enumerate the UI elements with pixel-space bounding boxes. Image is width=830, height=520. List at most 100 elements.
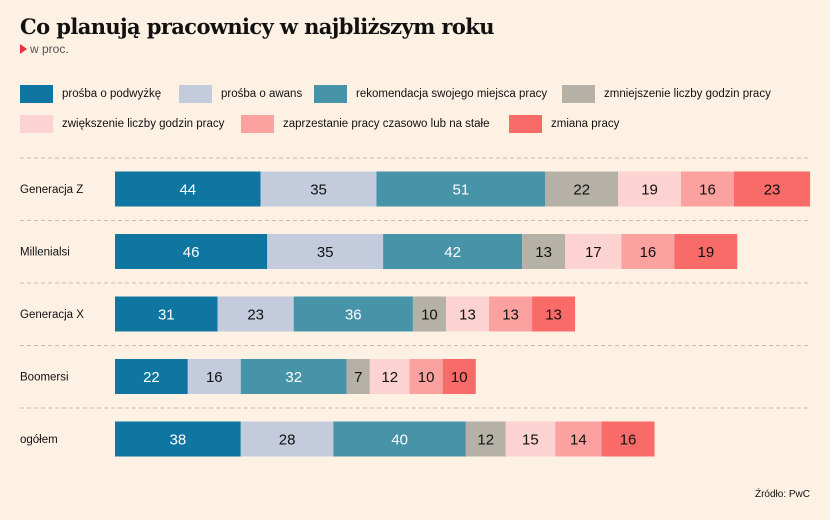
data-label: 13 <box>459 307 476 324</box>
bar-segment <box>442 359 476 394</box>
chart-title: Co planują pracownicy w najbliższym roku <box>20 14 495 39</box>
legend-label: rekomendacja swojego miejsca pracy <box>356 88 548 100</box>
bar-segment <box>217 296 294 332</box>
data-label: 36 <box>345 307 362 324</box>
bar-segment <box>115 421 241 457</box>
legend-label: zwiększenie liczby godzin pracy <box>62 118 225 130</box>
bar-segment <box>733 171 811 207</box>
data-label: 17 <box>585 244 602 261</box>
bar-segment <box>115 171 261 207</box>
legend-label: zaprzestanie pracy czasowo lub na stałe <box>283 118 490 130</box>
data-label: 22 <box>143 369 160 386</box>
data-label: 46 <box>183 244 200 261</box>
bar-segment <box>522 234 566 269</box>
bar-segment <box>465 421 506 457</box>
bar-segment <box>532 296 576 332</box>
bar-segment <box>240 421 334 457</box>
data-label: 19 <box>697 244 714 261</box>
data-label: 22 <box>573 182 590 199</box>
bar-segment <box>409 359 443 394</box>
chart-subtitle: w proc. <box>30 42 69 56</box>
bar-segment <box>412 296 446 332</box>
category-label: Boomersi <box>20 372 69 384</box>
bar-segment <box>681 171 734 207</box>
bar-segment <box>333 421 466 457</box>
triangle-right-icon <box>20 44 27 54</box>
data-label: 15 <box>522 432 539 449</box>
legend-item: zmiana pracy <box>509 115 619 133</box>
legend-item: rekomendacja swojego miejsca pracy <box>314 85 547 103</box>
data-label: 42 <box>444 244 461 261</box>
legend-swatch <box>20 115 53 133</box>
data-label: 10 <box>418 369 435 386</box>
bar-segment <box>260 171 377 207</box>
category-label: Generacja X <box>20 309 84 321</box>
bar-segment <box>601 421 655 457</box>
legend-swatch <box>179 85 212 103</box>
bar-segment <box>115 296 218 332</box>
data-label: 38 <box>170 432 187 449</box>
bar-segment <box>293 296 413 332</box>
legend-swatch <box>509 115 542 133</box>
data-label: 51 <box>453 182 470 199</box>
legend-label: prośba o awans <box>221 88 303 100</box>
legend-item: prośba o podwyżkę <box>20 85 161 103</box>
data-label: 16 <box>620 432 637 449</box>
legend-label: zmniejszenie liczby godzin pracy <box>604 88 771 100</box>
data-label: 35 <box>317 244 334 261</box>
data-label: 23 <box>764 182 781 199</box>
bar-segment <box>376 171 546 207</box>
legend-swatch <box>241 115 274 133</box>
category-label: ogółem <box>20 434 58 446</box>
data-label: 40 <box>391 432 408 449</box>
data-label: 13 <box>502 307 519 324</box>
data-label: 12 <box>381 369 398 386</box>
bar-segment <box>489 296 533 332</box>
data-label: 28 <box>279 432 296 449</box>
data-label: 35 <box>310 182 327 199</box>
bar-segment <box>115 359 188 394</box>
legend-item: zaprzestanie pracy czasowo lub na stałe <box>241 115 489 133</box>
source-note: Źródło: PwC <box>754 489 810 500</box>
data-label: 13 <box>535 244 552 261</box>
data-label: 44 <box>179 182 196 199</box>
data-label: 10 <box>451 369 468 386</box>
bar-segment <box>446 296 490 332</box>
data-label: 23 <box>247 307 264 324</box>
data-label: 32 <box>285 369 302 386</box>
data-label: 12 <box>477 432 494 449</box>
bar-segment <box>267 234 384 269</box>
bar-segment <box>240 359 347 394</box>
legend-label: zmiana pracy <box>551 118 620 130</box>
bar-segment <box>621 234 675 269</box>
stacked-bar-chart: Generacja Z 44 35 51 22 19 16 23 Millenialsi 46 35… <box>20 157 811 457</box>
legend-swatch <box>20 85 53 103</box>
bar-segment <box>187 359 241 394</box>
data-label: 14 <box>570 432 587 449</box>
bar-segment <box>346 359 370 394</box>
bar-segment <box>383 234 523 269</box>
legend-item: zwiększenie liczby godzin pracy <box>20 115 224 133</box>
bar-segment <box>674 234 738 269</box>
bar-segment <box>115 234 268 269</box>
category-label: Millenialsi <box>20 247 70 259</box>
legend-item: zmniejszenie liczby godzin pracy <box>562 85 771 103</box>
bar-segment <box>565 234 622 269</box>
bar-segment <box>555 421 602 457</box>
data-label: 16 <box>206 369 223 386</box>
data-label: 16 <box>640 244 657 261</box>
data-label: 16 <box>699 182 716 199</box>
bar-segment <box>618 171 682 207</box>
data-label: 19 <box>641 182 658 199</box>
subtitle-row: w proc. <box>20 42 69 56</box>
legend-swatch <box>314 85 347 103</box>
legend-item: prośba o awans <box>179 85 302 103</box>
data-label: 10 <box>421 307 438 324</box>
data-label: 31 <box>158 307 175 324</box>
legend-label: prośba o podwyżkę <box>62 88 162 100</box>
category-label: Generacja Z <box>20 184 83 196</box>
legend-swatch <box>562 85 595 103</box>
bar-segment <box>505 421 556 457</box>
data-label: 7 <box>354 369 362 386</box>
data-label: 13 <box>545 307 562 324</box>
